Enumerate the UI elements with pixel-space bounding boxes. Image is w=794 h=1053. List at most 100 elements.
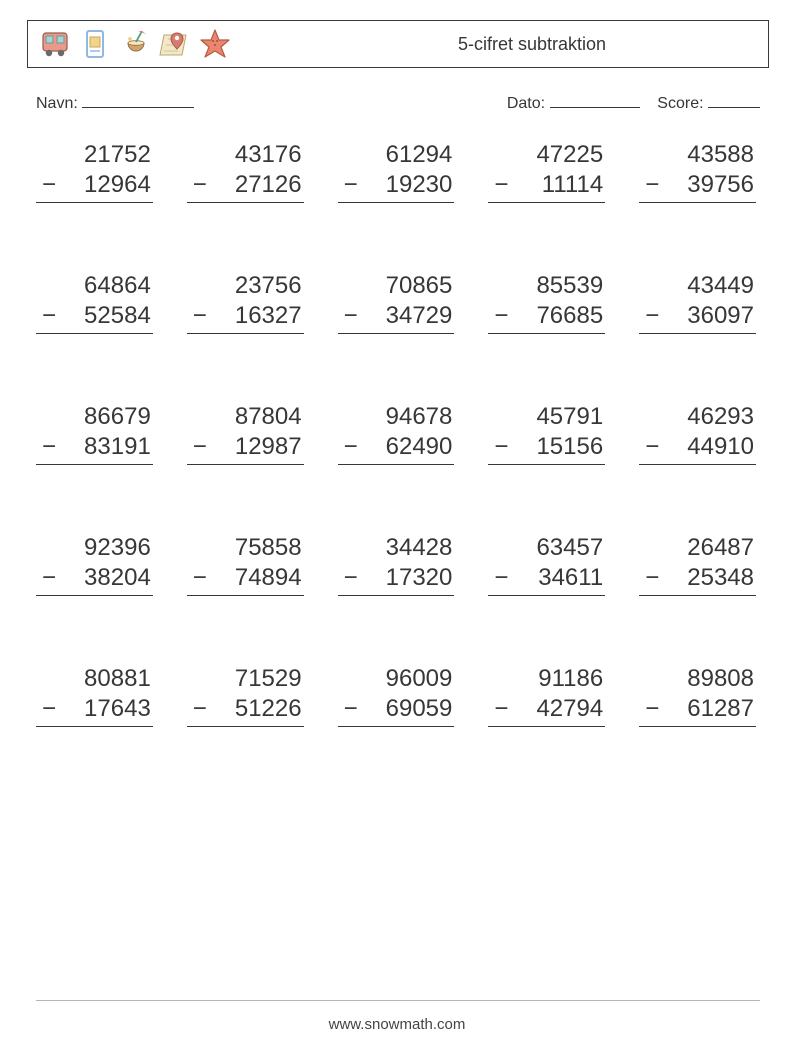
problem: 85539−76685	[488, 271, 609, 334]
minus-sign: −	[338, 301, 358, 331]
subtrahend-row: −61287	[639, 694, 756, 727]
problems-grid: 21752−1296443176−2712661294−1923047225−1…	[36, 140, 760, 727]
problem: 91186−42794	[488, 664, 609, 727]
subtrahend-row: −38204	[36, 563, 153, 596]
minus-sign: −	[36, 563, 56, 593]
minuend: 43176	[187, 140, 304, 170]
subtrahend: 76685	[508, 301, 603, 331]
problem: 34428−17320	[338, 533, 459, 596]
minus-sign: −	[639, 301, 659, 331]
minus-sign: −	[488, 563, 508, 593]
subtrahend-row: −36097	[639, 301, 756, 334]
problem: 43588−39756	[639, 140, 760, 203]
subtrahend-row: −16327	[187, 301, 304, 334]
date-blank[interactable]	[550, 92, 640, 108]
minuend: 34428	[338, 533, 455, 563]
problem: 86679−83191	[36, 402, 157, 465]
subtrahend: 17643	[56, 694, 151, 724]
subtrahend-row: −11114	[488, 170, 605, 203]
name-blank[interactable]	[82, 92, 194, 108]
subtrahend: 27126	[207, 170, 302, 200]
minus-sign: −	[488, 432, 508, 462]
subtrahend: 19230	[358, 170, 453, 200]
minus-sign: −	[488, 694, 508, 724]
subtrahend-row: −52584	[36, 301, 153, 334]
subtrahend: 38204	[56, 563, 151, 593]
minus-sign: −	[187, 170, 207, 200]
minuend: 61294	[338, 140, 455, 170]
subtrahend-row: −69059	[338, 694, 455, 727]
subtrahend: 17320	[358, 563, 453, 593]
minuend: 45791	[488, 402, 605, 432]
footer-divider	[36, 1000, 760, 1001]
minus-sign: −	[187, 301, 207, 331]
subtrahend-row: −25348	[639, 563, 756, 596]
minuend: 70865	[338, 271, 455, 301]
subtrahend: 83191	[56, 432, 151, 462]
minus-sign: −	[36, 694, 56, 724]
minuend: 86679	[36, 402, 153, 432]
problem: 26487−25348	[639, 533, 760, 596]
problem: 43449−36097	[639, 271, 760, 334]
subtrahend-row: −44910	[639, 432, 756, 465]
problem: 75858−74894	[187, 533, 308, 596]
minuend: 75858	[187, 533, 304, 563]
minus-sign: −	[338, 563, 358, 593]
problem: 94678−62490	[338, 402, 459, 465]
name-label: Navn:	[36, 95, 78, 112]
subtrahend: 15156	[508, 432, 603, 462]
page-title: 5-cifret subtraktion	[458, 34, 606, 55]
header-icons	[28, 27, 232, 61]
minus-sign: −	[639, 170, 659, 200]
subtrahend: 34611	[508, 563, 603, 593]
score-label: Score:	[657, 95, 703, 112]
subtrahend-row: −74894	[187, 563, 304, 596]
subtrahend-row: −17643	[36, 694, 153, 727]
minuend: 47225	[488, 140, 605, 170]
subtrahend: 16327	[207, 301, 302, 331]
subtrahend: 25348	[659, 563, 754, 593]
subtrahend: 11114	[508, 170, 603, 200]
score-blank[interactable]	[708, 92, 760, 108]
subtrahend-row: −42794	[488, 694, 605, 727]
minuend: 91186	[488, 664, 605, 694]
minus-sign: −	[639, 432, 659, 462]
minus-sign: −	[338, 694, 358, 724]
minus-sign: −	[36, 301, 56, 331]
subtrahend: 42794	[508, 694, 603, 724]
minus-sign: −	[187, 694, 207, 724]
problem: 46293−44910	[639, 402, 760, 465]
minus-sign: −	[488, 301, 508, 331]
subtrahend: 39756	[659, 170, 754, 200]
minuend: 94678	[338, 402, 455, 432]
date-label: Dato:	[507, 95, 545, 112]
minuend: 80881	[36, 664, 153, 694]
minus-sign: −	[187, 432, 207, 462]
minus-sign: −	[187, 563, 207, 593]
subtrahend: 74894	[207, 563, 302, 593]
problem: 23756−16327	[187, 271, 308, 334]
subtrahend: 61287	[659, 694, 754, 724]
map-pin-icon	[158, 27, 192, 61]
subtrahend-row: −17320	[338, 563, 455, 596]
minus-sign: −	[639, 563, 659, 593]
card-icon	[78, 27, 112, 61]
subtrahend: 34729	[358, 301, 453, 331]
minuend: 26487	[639, 533, 756, 563]
minuend: 89808	[639, 664, 756, 694]
footer-url: www.snowmath.com	[0, 1016, 794, 1033]
subtrahend: 36097	[659, 301, 754, 331]
minuend: 87804	[187, 402, 304, 432]
subtrahend-row: −76685	[488, 301, 605, 334]
problem: 80881−17643	[36, 664, 157, 727]
minuend: 96009	[338, 664, 455, 694]
minuend: 64864	[36, 271, 153, 301]
minuend: 85539	[488, 271, 605, 301]
problem: 92396−38204	[36, 533, 157, 596]
problem: 43176−27126	[187, 140, 308, 203]
subtrahend-row: −12964	[36, 170, 153, 203]
minus-sign: −	[338, 170, 358, 200]
subtrahend-row: −27126	[187, 170, 304, 203]
problem: 61294−19230	[338, 140, 459, 203]
problem: 89808−61287	[639, 664, 760, 727]
